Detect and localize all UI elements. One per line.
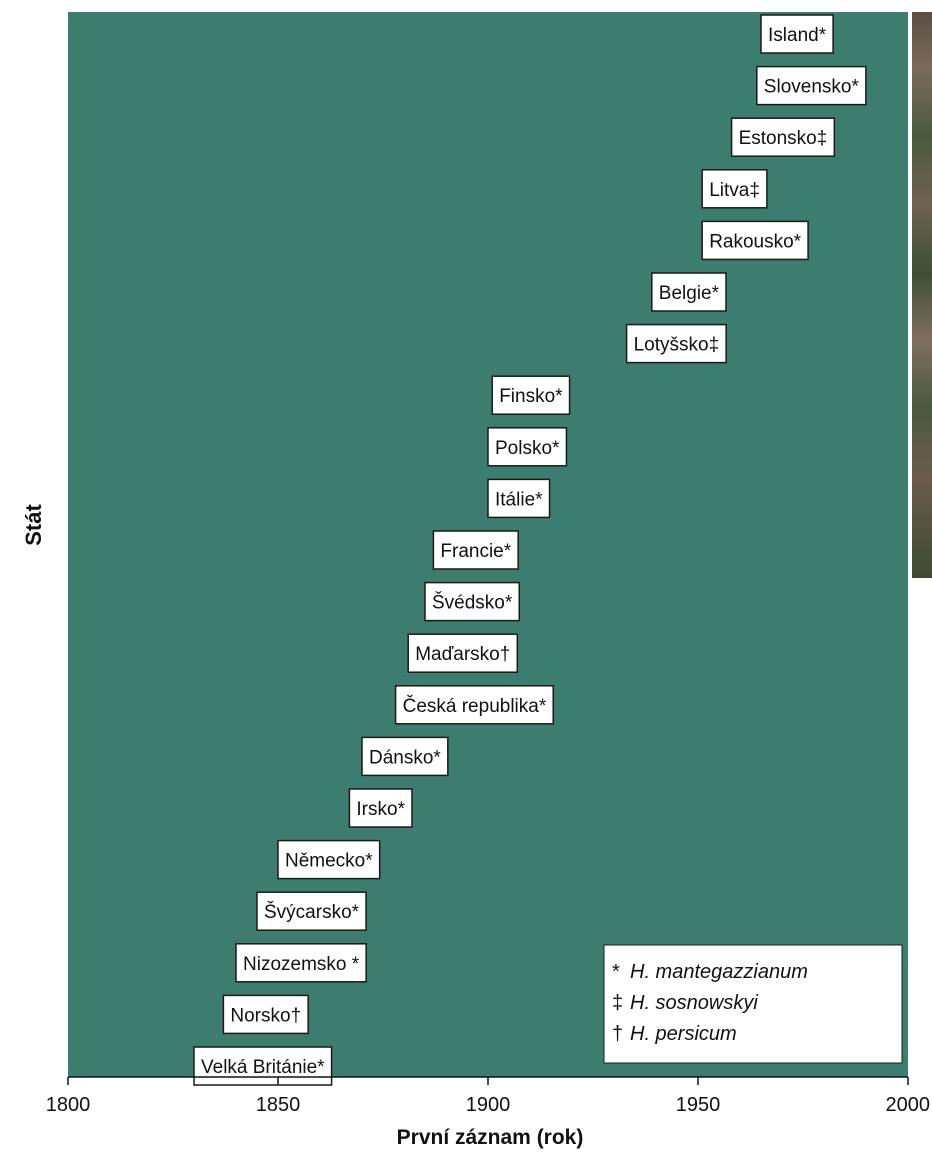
legend-box [603, 944, 903, 1064]
country-label: Francie* [432, 530, 519, 570]
x-axis-label: První záznam (rok) [396, 1126, 584, 1149]
country-label-box [701, 220, 809, 261]
country-label-text: Polsko* [495, 438, 560, 459]
country-label: Dánsko* [361, 736, 449, 777]
country-label-box [760, 14, 834, 54]
country-label-box [432, 530, 519, 570]
country-label-text: Německo* [285, 851, 373, 872]
chart-title-fragment [0, 0, 932, 12]
x-tick-label: 1900 [466, 1094, 511, 1116]
country-label-text: Velká Británie* [201, 1057, 325, 1078]
country-label-box [491, 375, 571, 415]
legend-species-text: H. mantegazzianum [630, 961, 808, 983]
country-label: Lotyšsko‡ [625, 323, 727, 364]
country-label-box [348, 788, 413, 828]
country-label: Rakousko* [701, 220, 809, 261]
x-tick-label: 1850 [256, 1094, 301, 1116]
country-label-text: Nizozemsko * [243, 954, 360, 975]
country-label-box [487, 478, 551, 519]
country-label: Irsko* [348, 788, 413, 828]
country-label: Island* [760, 14, 834, 54]
country-label: Slovensko* [756, 65, 867, 106]
country-label: Estonsko‡ [730, 117, 836, 157]
x-tick-label: 1800 [46, 1094, 91, 1116]
country-label-box [222, 994, 309, 1035]
country-label-box [407, 633, 519, 673]
country-label-box [193, 1046, 333, 1086]
country-label-text: Dánsko* [369, 747, 441, 768]
country-label-box [277, 839, 381, 880]
legend-species-text: H. persicum [630, 1023, 737, 1045]
country-label-text: Lotyšsko‡ [634, 335, 720, 356]
country-label-box [756, 65, 867, 106]
country-label: Norsko† [222, 994, 309, 1035]
country-label-box [424, 581, 521, 622]
country-label: Švédsko* [424, 581, 521, 622]
country-label-text: Švýcarsko* [264, 901, 360, 923]
country-label: Nizozemsko * [235, 943, 367, 983]
legend-species-text: H. sosnowskyi [630, 992, 758, 1014]
country-label-box [651, 272, 727, 312]
country-label: Belgie* [651, 272, 727, 312]
country-label: Polsko* [487, 427, 568, 467]
country-label-text: Rakousko* [709, 231, 801, 252]
legend-symbol: * [612, 961, 620, 983]
country-label-box [394, 685, 554, 725]
country-label-box [730, 117, 836, 157]
country-label-text: Česká republika* [403, 695, 547, 717]
country-label-text: Island* [768, 25, 827, 46]
country-label-box [625, 323, 727, 364]
y-axis-label: Stát [21, 504, 46, 546]
country-label-text: Finsko* [499, 386, 563, 407]
legend: * H. mantegazzianum ‡ H. sosnowskyi † H. pers… [603, 944, 903, 1064]
photo-strip [912, 12, 932, 578]
x-tick-label: 1950 [676, 1094, 721, 1116]
country-label-text: Maďarsko† [415, 644, 510, 665]
country-label: Švýcarsko* [256, 891, 367, 931]
country-label-text: Itálie* [495, 489, 543, 510]
country-label-box [487, 427, 568, 467]
country-label-text: Švédsko* [432, 592, 513, 614]
country-label: Česká republika* [394, 685, 554, 725]
country-label: Itálie* [487, 478, 551, 519]
country-label-box [361, 736, 449, 777]
country-label: Maďarsko† [407, 633, 519, 673]
country-label-text: Norsko† [230, 1005, 301, 1026]
country-label-text: Litva‡ [709, 180, 760, 201]
country-labels: Island* Slovensko* Estonsko‡ Litva‡ Rakousko… [193, 14, 867, 1086]
country-label-text: Slovensko* [764, 77, 860, 98]
legend-symbol: † [612, 1023, 623, 1045]
country-label-box [701, 169, 768, 209]
x-tick-label: 2000 [886, 1094, 931, 1116]
country-label: Litva‡ [701, 169, 768, 209]
country-label-text: Irsko* [356, 799, 405, 820]
country-label: Velká Británie* [193, 1046, 333, 1086]
x-axis: 1800 1850 1900 1950 2000 [46, 1076, 931, 1116]
country-label-text: Estonsko‡ [739, 128, 828, 149]
country-label: Německo* [277, 839, 381, 880]
country-label-text: Francie* [440, 541, 511, 562]
country-label: Finsko* [491, 375, 571, 415]
country-label-box [235, 943, 367, 983]
legend-symbol: ‡ [612, 992, 623, 1014]
country-label-box [256, 891, 367, 931]
country-label-text: Belgie* [659, 283, 720, 304]
